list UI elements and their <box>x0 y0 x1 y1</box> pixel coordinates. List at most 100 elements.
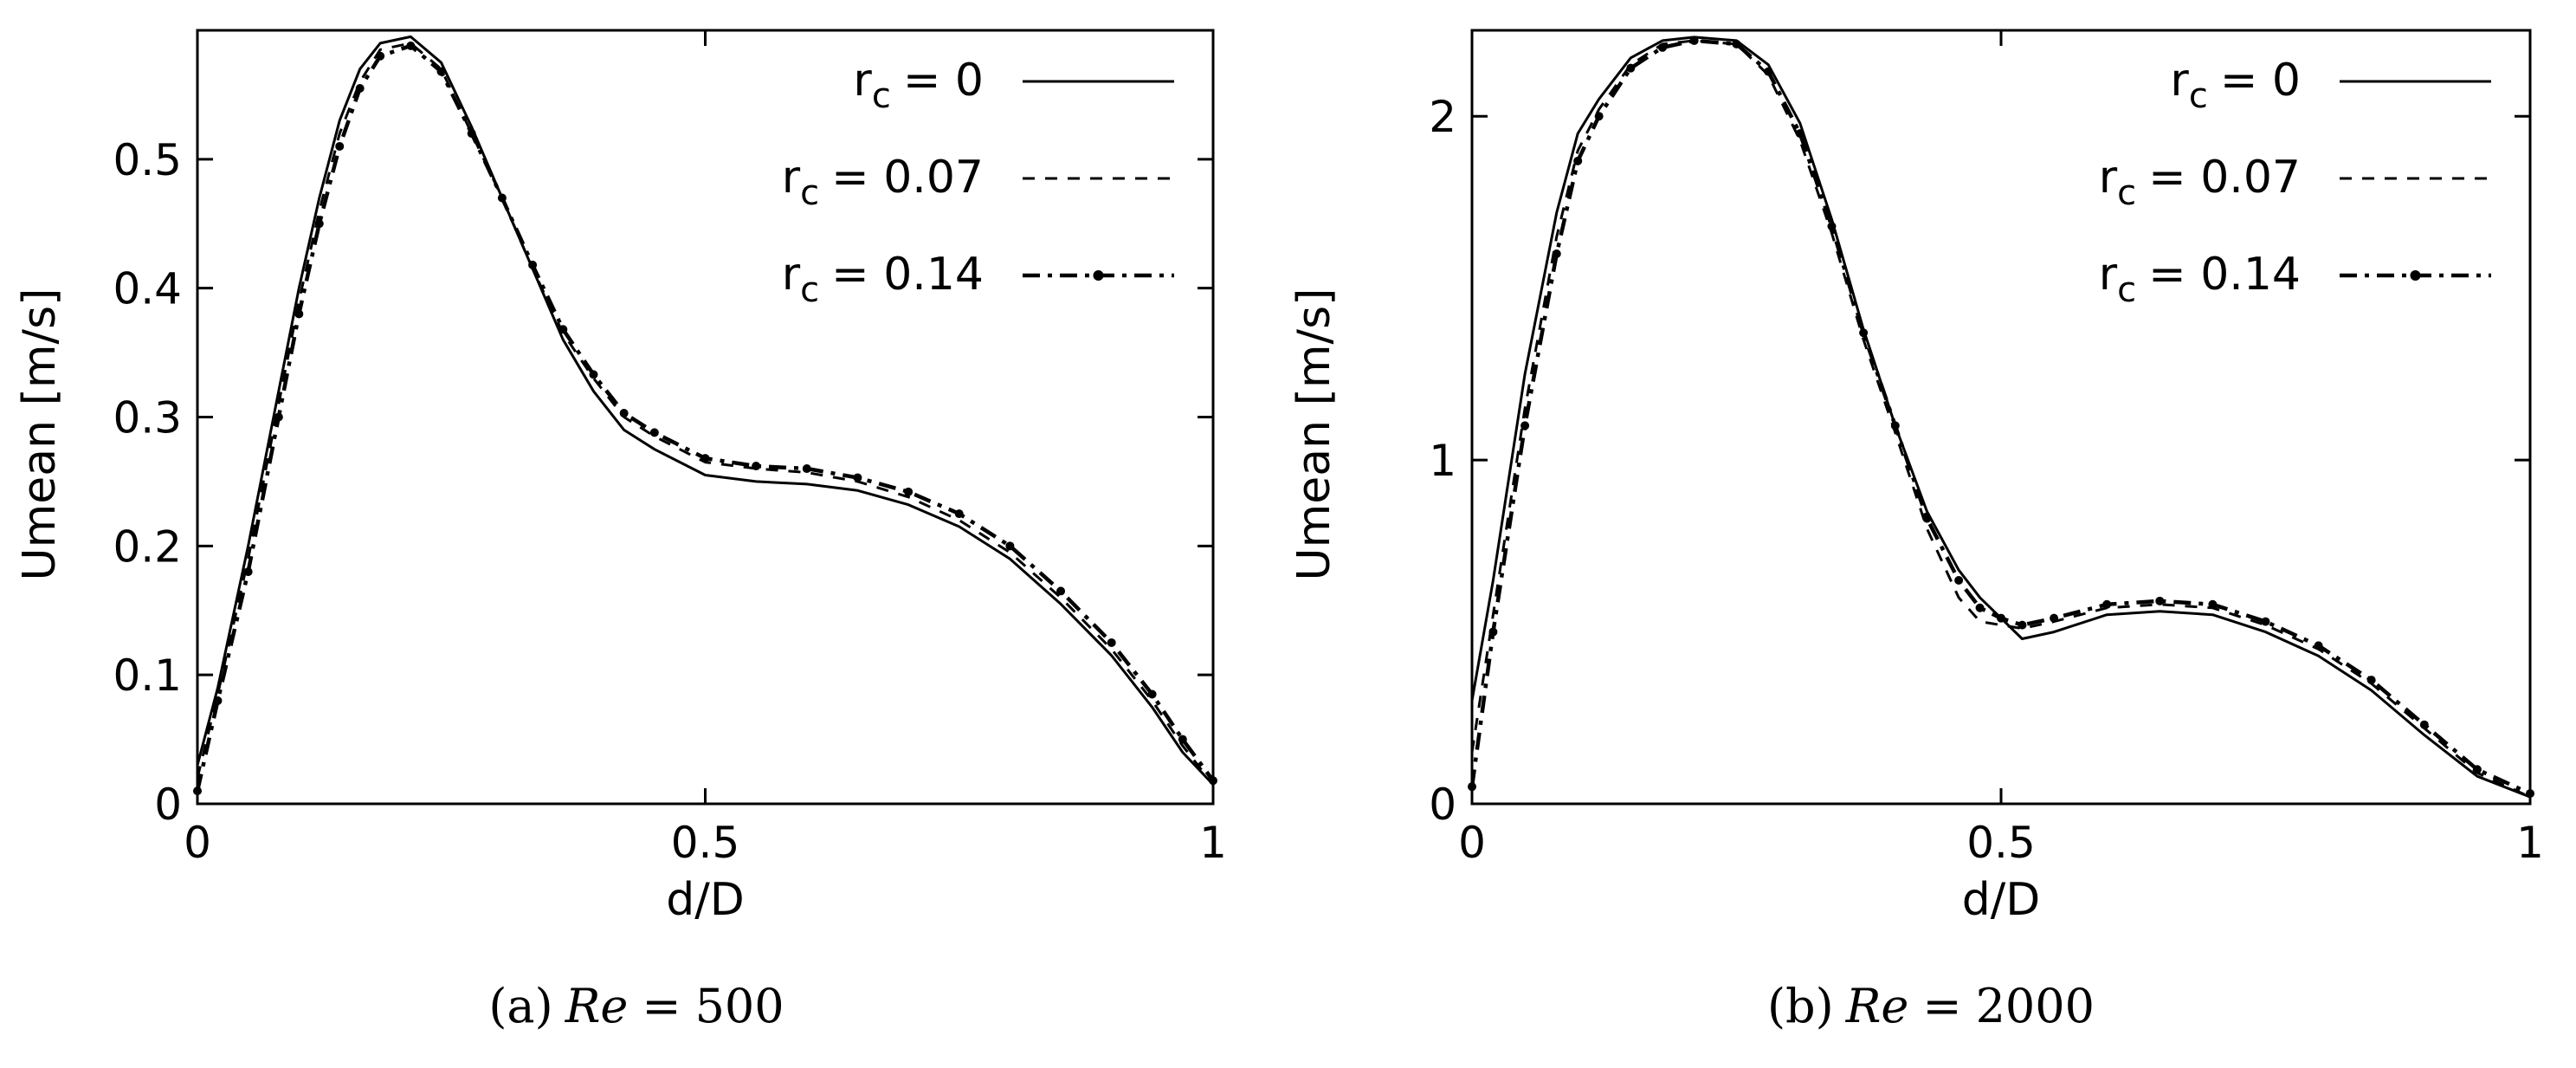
series-point <box>2261 617 2270 626</box>
legend-label-main: r <box>853 55 872 107</box>
series-point <box>355 83 365 93</box>
series-point <box>1764 67 1773 76</box>
series-point <box>1147 689 1157 699</box>
series-point <box>497 193 507 203</box>
series-point <box>2526 789 2534 799</box>
legend-label-main: r <box>2099 249 2118 301</box>
series-point <box>1552 249 1561 258</box>
series-point <box>2155 596 2165 605</box>
legend-label-sub: c <box>2117 173 2136 213</box>
legend-label-sub: c <box>872 76 891 116</box>
legend-label-value: = 0.07 <box>2148 152 2301 204</box>
series-point <box>274 412 283 422</box>
caption-label: (b) <box>1767 979 1834 1033</box>
y-tick-label: 2 <box>1429 92 1456 142</box>
legend-label-main: r <box>782 249 801 301</box>
series-point <box>528 260 538 269</box>
series-point <box>1922 514 1932 523</box>
legend-swatch-marker <box>1093 270 1104 281</box>
x-axis-label: d/D <box>666 874 745 926</box>
legend-label-1: rc = 0.07 <box>2099 152 2301 213</box>
series-point <box>1954 576 1964 586</box>
series-point <box>406 41 416 50</box>
y-tick-label: 0.5 <box>113 135 182 185</box>
legend-label-value: = 0 <box>903 55 984 107</box>
legend-label-sub: c <box>2189 76 2208 116</box>
legend-label-sub: c <box>800 173 819 213</box>
series-point <box>619 409 629 418</box>
x-tick-label: 1 <box>1199 818 1227 868</box>
series-point <box>467 129 476 139</box>
y-tick-label: 0.3 <box>113 393 182 443</box>
legend-label-2: rc = 0.14 <box>2099 249 2301 310</box>
series-line-2 <box>1469 38 2531 796</box>
legend-label-sub: c <box>2117 270 2136 310</box>
series-point <box>1005 541 1015 551</box>
legend-label-0: rc = 0 <box>853 55 984 116</box>
figure-caption: (a) Re = 500 <box>488 979 784 1033</box>
series-point <box>1859 328 1869 338</box>
legend-label-1: rc = 0.07 <box>782 152 984 213</box>
series-line-1 <box>196 42 1215 786</box>
caption-var: Re <box>565 979 629 1033</box>
series-point <box>2208 599 2218 609</box>
series-point <box>700 454 710 463</box>
series-point <box>243 567 253 577</box>
series-point <box>436 67 446 76</box>
legend-swatch-marker <box>2410 270 2421 281</box>
y-tick-label: 0.4 <box>113 264 182 314</box>
x-axis-label: d/D <box>1962 874 2041 926</box>
series-point <box>1520 421 1530 430</box>
caption-value: 500 <box>695 979 784 1033</box>
series-point <box>2314 641 2323 651</box>
plot-frame <box>1470 29 2532 806</box>
series-point <box>1689 36 1699 45</box>
series-point <box>1997 613 2005 623</box>
y-axis-label: Umean [m/s] <box>1288 288 1340 581</box>
series-point <box>2050 613 2059 623</box>
legend-label-main: r <box>2170 55 2189 107</box>
series-point <box>1626 63 1636 73</box>
series-point <box>589 370 598 379</box>
series-point <box>1468 782 1476 792</box>
y-tick-label: 0.2 <box>113 521 182 572</box>
series-point <box>1890 421 1900 430</box>
x-tick-label: 0 <box>1458 818 1486 868</box>
legend-label-sub: c <box>800 270 819 310</box>
y-tick-label: 1 <box>1429 436 1456 486</box>
x-tick-label: 0 <box>184 818 211 868</box>
legend-label-value: = 0 <box>2220 55 2301 107</box>
figure-caption: (b) Re = 2000 <box>1767 979 2095 1033</box>
series-point <box>853 473 862 482</box>
series-point <box>376 51 385 61</box>
x-tick-label: 0.5 <box>671 818 740 868</box>
series-point <box>1573 156 1583 165</box>
series-point <box>558 325 568 334</box>
series-point <box>2018 620 2027 630</box>
series-point <box>2472 765 2482 774</box>
series-point <box>314 219 324 229</box>
series-point <box>193 786 202 796</box>
caption-eq: = <box>1922 979 1961 1033</box>
series-point <box>2102 599 2112 609</box>
series-point <box>904 487 914 496</box>
series-point <box>1975 603 1985 612</box>
series-point <box>1594 112 1604 121</box>
series-point <box>1795 129 1804 139</box>
series-point <box>2419 720 2429 729</box>
series-line-1 <box>1470 39 2531 799</box>
series-point <box>1827 222 1837 231</box>
series-point <box>1178 735 1187 744</box>
series-point <box>1056 586 1066 596</box>
caption-var: Re <box>1845 979 1909 1033</box>
series-point <box>649 428 659 437</box>
series-point <box>1657 42 1667 52</box>
caption-label: (a) <box>488 979 552 1033</box>
series-point <box>1488 627 1498 637</box>
plot-frame <box>196 29 1215 806</box>
legend-label-2: rc = 0.14 <box>782 249 984 310</box>
series-point <box>2366 676 2376 685</box>
